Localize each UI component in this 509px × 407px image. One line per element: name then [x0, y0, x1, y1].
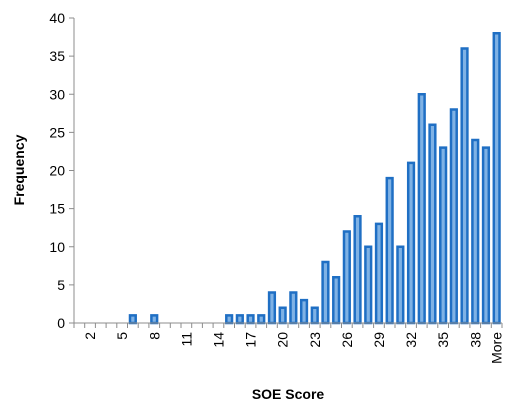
bar-20	[278, 306, 287, 325]
bar-27	[353, 215, 362, 325]
y-tick-label: 35	[49, 48, 65, 64]
bar-35	[439, 146, 448, 325]
bar-36	[449, 108, 458, 325]
y-tick-label: 40	[49, 10, 65, 26]
y-tick-label: 0	[57, 315, 65, 331]
bar-31	[396, 245, 405, 325]
y-tick-label: 20	[49, 163, 65, 179]
bar-8	[150, 314, 159, 325]
y-tick-label: 30	[49, 86, 65, 102]
bar-32	[406, 161, 416, 325]
y-axis-ticks: 0 5 10 15 20 25 30 35 40	[49, 10, 74, 331]
bar-21	[289, 291, 298, 325]
x-axis-ticks: 2 5 8 11 14 17 20 23 26 29 32 35 38 More	[73, 323, 505, 364]
x-tick-label: More	[489, 332, 505, 364]
x-tick-label: 23	[307, 332, 323, 348]
bar-39	[481, 146, 491, 325]
bar-33	[417, 93, 426, 325]
bar-6	[128, 314, 137, 325]
x-axis-title: SOE Score	[252, 386, 325, 402]
bar-22	[299, 298, 309, 325]
bar-30	[385, 176, 394, 325]
x-tick-label: 35	[435, 332, 451, 348]
bar-16	[235, 314, 244, 325]
y-tick-label: 15	[49, 201, 65, 217]
bar-15	[225, 314, 234, 325]
bar-29	[374, 222, 384, 325]
x-tick-label: 20	[275, 332, 291, 348]
x-tick-label: 11	[178, 332, 194, 347]
bar-25	[332, 276, 341, 325]
y-tick-label: 10	[49, 239, 65, 255]
bar-More	[492, 32, 501, 325]
bar-series	[128, 32, 501, 325]
bar-37	[460, 47, 469, 325]
bar-19	[267, 291, 277, 325]
y-tick-label: 25	[49, 124, 65, 140]
x-tick-label: 2	[82, 332, 98, 340]
x-tick-label: 29	[371, 332, 387, 348]
bar-38	[471, 138, 480, 325]
y-tick-label: 5	[57, 277, 65, 293]
x-tick-label: 32	[403, 332, 419, 348]
x-tick-label: 26	[339, 332, 355, 348]
x-tick-label: 14	[210, 332, 226, 348]
x-tick-label: 38	[467, 332, 483, 348]
bar-17	[246, 314, 255, 325]
bar-34	[428, 123, 437, 325]
bar-24	[321, 260, 330, 325]
bar-18	[257, 314, 266, 325]
x-tick-label: 17	[243, 332, 259, 348]
bar-26	[342, 230, 351, 325]
y-axis-title: Frequency	[11, 134, 27, 205]
bar-28	[364, 245, 373, 325]
bar-23	[310, 306, 319, 325]
x-tick-label: 5	[114, 332, 130, 340]
x-tick-label: 8	[146, 332, 162, 340]
